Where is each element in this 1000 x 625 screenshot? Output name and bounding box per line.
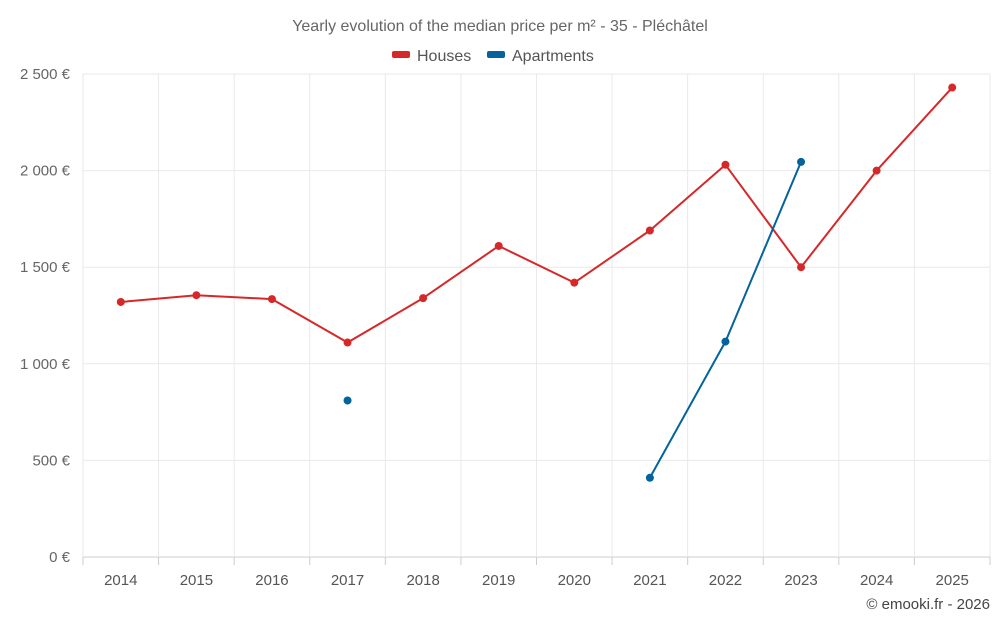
x-tick-label: 2021: [633, 572, 666, 589]
x-tick-label: 2019: [482, 572, 515, 589]
data-point-houses-2022[interactable]: [721, 160, 730, 169]
data-point-houses-2017[interactable]: [343, 338, 352, 347]
data-point-houses-2015[interactable]: [192, 291, 201, 300]
x-tick-label: 2024: [860, 572, 893, 589]
data-point-houses-2018[interactable]: [419, 294, 428, 303]
y-axis: 0 € 500 € 1 000 € 1 500 € 2 000 € 2 500 €: [20, 66, 71, 566]
y-tick-label: 500 €: [32, 452, 70, 469]
x-tick-label: 2020: [558, 572, 591, 589]
y-tick-label: 1 500 €: [20, 259, 71, 276]
data-point-houses-2024[interactable]: [872, 166, 881, 175]
x-tick-label: 2025: [936, 572, 969, 589]
y-tick-label: 2 500 €: [20, 66, 71, 83]
x-tick-label: 2022: [709, 572, 742, 589]
credit-text: © emooki.fr - 2026: [866, 596, 990, 613]
x-tick-label: 2015: [180, 572, 213, 589]
data-point-houses-2016[interactable]: [267, 295, 276, 304]
series-line-apartments: [649, 161, 802, 479]
legend-label-apartments[interactable]: Apartments: [512, 48, 594, 65]
data-point-apartments-2017[interactable]: [343, 396, 352, 405]
data-point-houses-2023[interactable]: [797, 263, 806, 272]
data-point-apartments-2022[interactable]: [721, 337, 730, 346]
x-tick-label: 2014: [104, 572, 137, 589]
data-point-houses-2019[interactable]: [494, 241, 503, 250]
series-line-houses: [120, 86, 953, 344]
x-tick-label: 2018: [406, 572, 439, 589]
legend-swatch-houses[interactable]: [392, 51, 410, 58]
data-point-houses-2021[interactable]: [645, 226, 654, 235]
chart-title: Yearly evolution of the median price per…: [292, 18, 708, 35]
data-point-houses-2025[interactable]: [948, 83, 957, 92]
x-tick-label: 2023: [784, 572, 817, 589]
series-apartments: [343, 157, 806, 482]
legend-swatch-apartments[interactable]: [487, 51, 505, 58]
x-axis: 2014 2015 2016 2017 2018 2019 2020 2021 2022 2023…: [104, 572, 969, 589]
grid: [82, 73, 991, 565]
data-point-apartments-2023[interactable]: [797, 157, 806, 166]
data-point-apartments-2021[interactable]: [645, 473, 654, 482]
x-tick-label: 2016: [255, 572, 288, 589]
y-tick-label: 0 €: [49, 549, 71, 566]
data-point-houses-2014[interactable]: [116, 297, 125, 306]
data-point-houses-2020[interactable]: [570, 278, 579, 287]
y-tick-label: 1 000 €: [20, 356, 71, 373]
y-tick-label: 2 000 €: [20, 163, 71, 180]
x-tick-label: 2017: [331, 572, 364, 589]
legend: Houses Apartments: [392, 48, 594, 65]
series: [116, 83, 957, 482]
legend-label-houses[interactable]: Houses: [417, 48, 471, 65]
series-houses: [116, 83, 957, 347]
